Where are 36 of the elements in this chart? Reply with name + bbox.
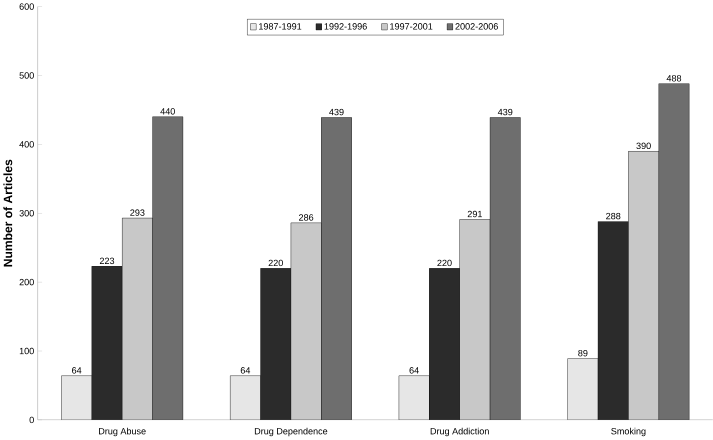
data-label: 220	[437, 260, 452, 266]
data-label: 488	[666, 75, 682, 82]
data-label: 89	[578, 350, 588, 357]
legend-label: 2002-2006	[455, 23, 498, 30]
legend-label: 1987-1991	[259, 23, 302, 30]
bar	[490, 117, 521, 420]
x-tick-label: Smoking	[611, 428, 646, 436]
data-label: 439	[329, 109, 344, 116]
y-tick-label: 500	[20, 72, 34, 79]
data-label: 390	[636, 142, 651, 150]
data-label: 64	[410, 367, 419, 374]
legend-label: 1997-2001	[390, 23, 432, 30]
y-axis-title: Number of Articles	[3, 160, 12, 267]
bar	[658, 84, 690, 420]
data-label: 286	[299, 214, 314, 221]
y-tick-label: 100	[20, 348, 34, 354]
data-label: 64	[240, 367, 250, 374]
y-tick-label: 200	[20, 279, 34, 286]
y-tick-label: 0	[30, 416, 34, 424]
y-tick-label: 400	[19, 141, 34, 148]
bar	[152, 116, 184, 420]
data-label: 64	[72, 367, 82, 374]
bar	[321, 117, 352, 420]
x-tick-label: Drug Addiction	[430, 428, 489, 436]
data-label: 439	[498, 109, 512, 116]
data-label: 220	[268, 260, 283, 266]
data-label: 223	[100, 258, 114, 264]
y-tick-label: 300	[19, 210, 34, 217]
y-tick-label: 600	[20, 4, 34, 10]
data-label: 291	[468, 211, 482, 218]
x-tick-label: Drug Dependence	[254, 428, 328, 436]
x-tick-label: Drug Abuse	[99, 428, 146, 436]
data-label: 440	[160, 108, 175, 115]
data-label: 288	[606, 213, 620, 220]
data-label: 293	[130, 210, 145, 216]
legend-label: 1992-1996	[324, 23, 367, 30]
